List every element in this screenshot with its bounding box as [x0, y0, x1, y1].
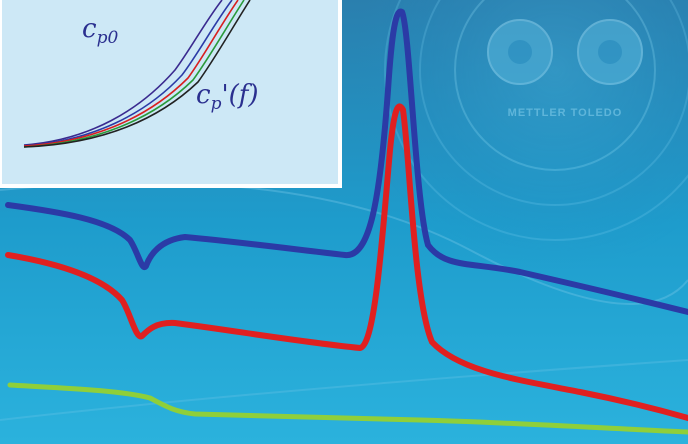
instrument-watermark: METTLER TOLEDO	[355, 0, 688, 270]
inset-curve-green	[23, 0, 245, 148]
inset-curve-purple	[23, 0, 223, 146]
inset-curve-blue	[23, 0, 233, 147]
curve-green	[7, 382, 688, 435]
inset-curve-red	[23, 0, 239, 147]
label-cp0-base: c	[82, 14, 97, 44]
label-cp0: cp0	[82, 14, 118, 48]
label-cpf: cp'(f)	[196, 80, 259, 114]
inset-curve-black	[23, 0, 251, 148]
watermark-text: METTLER TOLEDO	[508, 107, 623, 119]
decor-arc	[0, 359, 688, 421]
curve-blue	[5, 8, 688, 315]
label-cpf-base: c	[196, 80, 211, 110]
label-cp0-sub: p0	[96, 28, 119, 49]
inset-panel	[0, 0, 342, 188]
curve-red	[5, 103, 688, 421]
label-cpf-tail: '(f)	[221, 80, 259, 110]
label-cpf-sub: p	[210, 94, 222, 115]
